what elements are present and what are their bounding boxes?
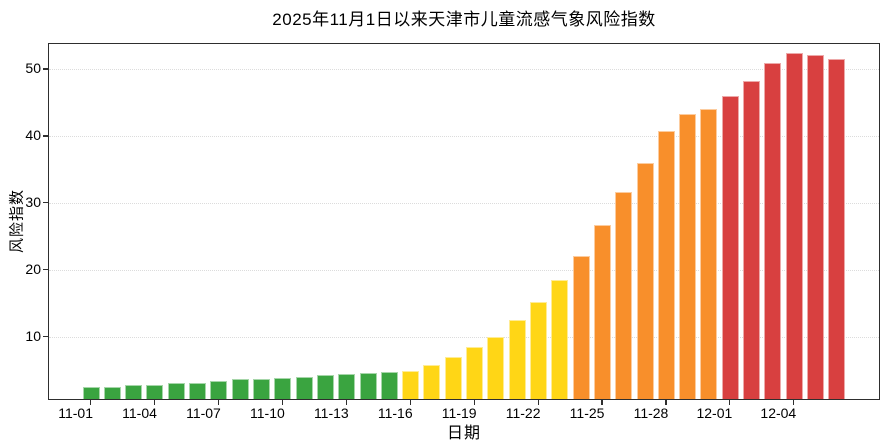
chart-title: 2025年11月1日以来天津市儿童流感气象风险指数 xyxy=(272,10,656,29)
bar-11-25 xyxy=(593,225,611,399)
bar-11-02 xyxy=(103,387,121,399)
gridline-y-20 xyxy=(49,270,879,272)
x-tick-label: 11-25 xyxy=(569,405,605,421)
bar-11-19 xyxy=(466,347,484,399)
x-tick-label: 11-13 xyxy=(313,405,349,421)
bar-11-21 xyxy=(508,320,526,399)
gridline-y-50 xyxy=(49,69,879,71)
x-tick-mark xyxy=(665,400,667,405)
x-tick-mark xyxy=(601,400,603,405)
y-tick-mark xyxy=(43,269,48,271)
x-tick-mark xyxy=(473,400,475,405)
bar-12-03 xyxy=(764,62,782,399)
bar-12-04 xyxy=(785,53,803,399)
y-tick-label: 50 xyxy=(25,60,41,77)
x-tick-mark xyxy=(409,400,411,405)
x-tick-label: 11-28 xyxy=(633,405,669,421)
x-tick-mark xyxy=(217,400,220,405)
x-tick-label: 11-16 xyxy=(377,405,413,421)
x-tick-label: 11-04 xyxy=(122,405,157,421)
bar-11-01 xyxy=(82,386,100,399)
x-tick-label: 11-19 xyxy=(441,405,477,421)
bar-11-27 xyxy=(636,163,654,399)
bar-11-30 xyxy=(700,108,718,399)
bar-11-29 xyxy=(679,113,697,399)
bar-12-05 xyxy=(807,54,825,399)
plot-area xyxy=(48,43,880,400)
bar-11-28 xyxy=(657,131,675,399)
bar-11-12 xyxy=(316,375,334,399)
y-tick-mark xyxy=(43,202,48,204)
bar-11-18 xyxy=(444,356,462,399)
bar-11-04 xyxy=(146,385,164,399)
x-tick-label: 11-07 xyxy=(186,405,221,421)
gridline-y-30 xyxy=(49,203,879,205)
bar-11-08 xyxy=(231,379,249,399)
bar-11-17 xyxy=(423,365,441,399)
x-tick-mark xyxy=(90,400,92,405)
y-tick-mark xyxy=(43,135,48,137)
x-tick-label: 12-01 xyxy=(696,405,733,421)
y-tick-label: 20 xyxy=(25,261,41,278)
bar-11-16 xyxy=(402,370,420,399)
bar-11-10 xyxy=(274,377,292,399)
gridline-y-10 xyxy=(49,337,879,339)
bar-12-02 xyxy=(743,80,761,399)
bar-11-26 xyxy=(615,191,633,399)
x-tick-mark xyxy=(153,400,156,405)
x-tick-label: 11-22 xyxy=(505,405,541,421)
bar-11-07 xyxy=(210,381,228,399)
y-tick-label: 10 xyxy=(25,328,41,345)
x-tick-mark xyxy=(729,400,731,405)
bar-11-22 xyxy=(530,301,547,399)
bar-12-01 xyxy=(721,96,739,399)
y-tick-label: 30 xyxy=(25,194,41,211)
bar-11-06 xyxy=(189,383,207,399)
y-tick-mark xyxy=(43,68,48,70)
x-tick-mark xyxy=(793,400,795,405)
y-tick-mark xyxy=(43,336,48,338)
bar-11-24 xyxy=(572,256,590,399)
bar-12-06 xyxy=(828,58,846,399)
y-tick-label: 40 xyxy=(25,127,41,144)
x-tick-label: 11-01 xyxy=(58,405,93,421)
gridline-y-40 xyxy=(49,136,879,138)
bar-11-14 xyxy=(359,372,377,399)
bar-11-23 xyxy=(551,280,569,399)
bar-11-15 xyxy=(380,371,398,399)
x-tick-mark xyxy=(281,400,283,405)
x-tick-mark xyxy=(345,400,347,405)
x-tick-label: 12-04 xyxy=(760,405,797,421)
bar-11-05 xyxy=(167,382,185,399)
x-tick-mark xyxy=(537,400,539,405)
x-tick-label: 11-10 xyxy=(250,405,285,421)
bar-11-09 xyxy=(252,378,270,399)
x-axis-label: 日期 xyxy=(446,425,481,440)
bar-11-13 xyxy=(338,373,356,399)
bar-11-20 xyxy=(487,337,505,399)
bar-11-03 xyxy=(125,384,143,399)
bar-11-11 xyxy=(295,376,313,399)
